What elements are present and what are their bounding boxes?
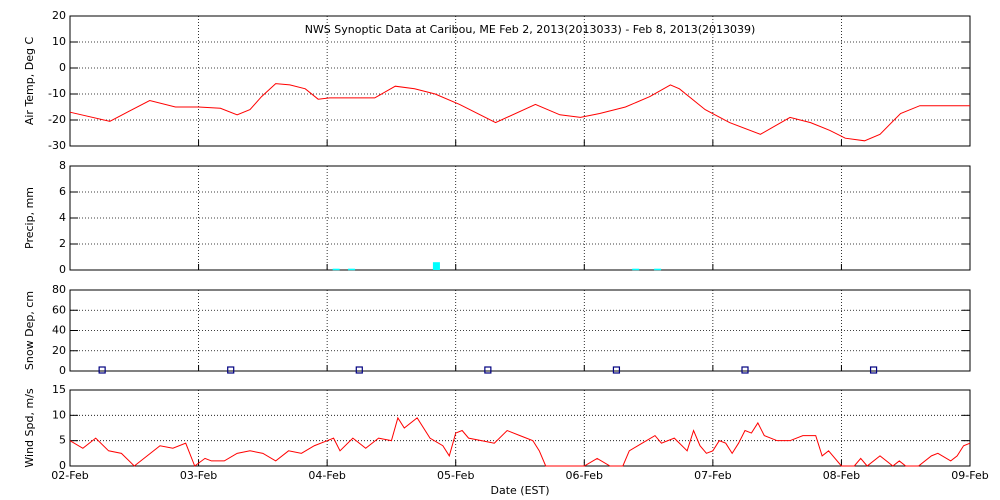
chart-title: NWS Synoptic Data at Caribou, ME Feb 2, … (305, 23, 756, 36)
y-tick-label: 20 (52, 9, 66, 22)
point (227, 366, 235, 374)
bar (432, 262, 440, 270)
y-tick-label: 8 (59, 159, 66, 172)
plot-frame (69, 389, 971, 467)
x-tick-label: 04-Feb (308, 469, 345, 482)
y-tick-label: 0 (59, 459, 66, 472)
y-tick-label: 4 (59, 211, 66, 224)
x-tick-label: 05-Feb (437, 469, 474, 482)
y-tick-label: 10 (52, 35, 66, 48)
y-tick-label: 20 (52, 344, 66, 357)
y-tick-label: 2 (59, 237, 66, 250)
x-tick-label: 06-Feb (566, 469, 603, 482)
point (484, 366, 492, 374)
y-tick-label: 0 (59, 364, 66, 377)
x-tick-label: 02-Feb (51, 469, 88, 482)
point (98, 366, 106, 374)
y-axis-label: Wind Spd, m/s (23, 388, 36, 468)
point (612, 366, 621, 374)
point (355, 366, 363, 374)
x-tick-label: 09-Feb (951, 469, 988, 482)
y-tick-label: 0 (59, 61, 66, 74)
y-tick-label: 5 (59, 434, 66, 447)
bar (332, 268, 340, 271)
x-tick-label: 07-Feb (694, 469, 731, 482)
x-tick-label: 08-Feb (823, 469, 860, 482)
plot-frame (69, 15, 971, 147)
data-line (69, 83, 970, 142)
x-tick-label: 03-Feb (180, 469, 217, 482)
bar (348, 268, 356, 271)
y-tick-label: 0 (59, 263, 66, 276)
plot-frame (69, 289, 971, 372)
y-axis-label: Air Temp, Deg C (23, 37, 36, 126)
data-line (69, 416, 971, 467)
y-tick-label: 40 (52, 324, 66, 337)
point (869, 366, 878, 374)
y-tick-label: 60 (52, 303, 66, 316)
y-tick-label: 80 (52, 283, 66, 296)
y-tick-label: 6 (59, 185, 66, 198)
bar (632, 268, 640, 271)
y-tick-label: -10 (48, 87, 66, 100)
point (741, 366, 749, 374)
y-axis-label: Snow Dep, cm (23, 291, 36, 370)
y-tick-label: -20 (48, 113, 66, 126)
plot-frame (69, 165, 971, 271)
y-axis-label: Precip, mm (23, 187, 36, 249)
y-tick-label: -30 (48, 139, 66, 152)
bar (654, 268, 662, 271)
x-axis-label: Date (EST) (490, 484, 549, 497)
y-tick-label: 15 (52, 383, 66, 396)
y-tick-label: 10 (52, 408, 66, 421)
